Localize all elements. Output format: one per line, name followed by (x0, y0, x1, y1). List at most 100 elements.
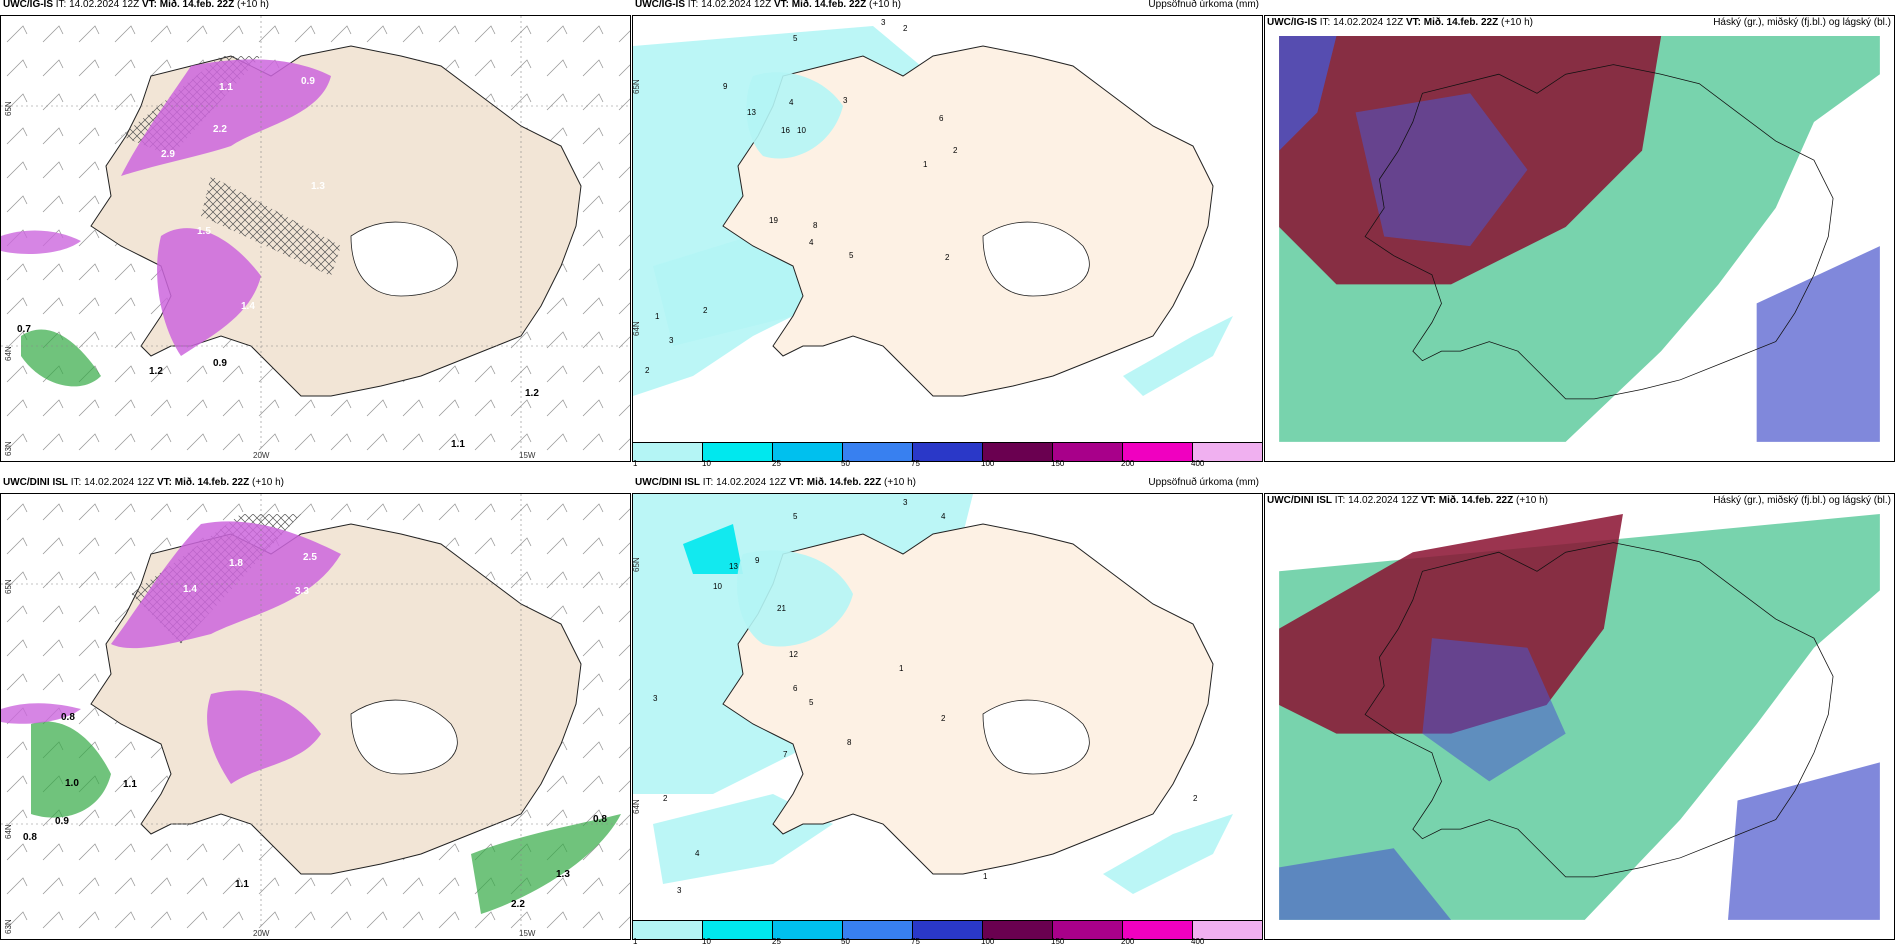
precip-value: 1.1 (219, 82, 233, 93)
colorbar-tick: 400 (1191, 937, 1205, 946)
lon-label: 15W (519, 451, 536, 460)
precip-value: 8 (813, 221, 818, 230)
colorbar-swatch (773, 443, 843, 461)
colorbar-tick: 150 (1051, 937, 1065, 946)
precip-value: 13 (729, 562, 738, 571)
cloud-cover-map (1279, 36, 1880, 442)
lat-label: 63N (4, 919, 13, 934)
precip-value: 9 (723, 82, 728, 91)
colorbar-tick: 25 (772, 937, 781, 946)
precip-value: 10 (797, 126, 806, 135)
precip-value: 1 (899, 664, 904, 673)
precip-value: 3 (903, 498, 908, 507)
lat-label: 64N (632, 799, 641, 814)
colorbar-swatch (913, 443, 983, 461)
precip-value: 0.9 (213, 358, 227, 369)
precip-value: 0.9 (55, 816, 69, 827)
precip-value: 1 (923, 160, 928, 169)
precip-value: 3 (653, 694, 658, 703)
panel-row2-wind: UWC/DINI ISL IT: 14.02.2024 12Z VT: Mið.… (0, 477, 631, 940)
colorbar-tick: 200 (1121, 459, 1135, 468)
precip-value: 0.8 (23, 832, 37, 843)
colorbar-swatch (843, 921, 913, 939)
colorbar-tick: 50 (841, 937, 850, 946)
colorbar-swatch (843, 443, 913, 461)
precip-value: 4 (789, 98, 794, 107)
lon-label: 15W (519, 929, 536, 938)
precip-value: 5 (793, 34, 798, 43)
iceland-land (722, 523, 1214, 875)
precip-value: 1.4 (183, 584, 197, 595)
panel-row1-clouds: UWC/IG-IS IT: 14.02.2024 12Z VT: Mið. 14… (1264, 15, 1895, 462)
colorbar-swatch (703, 443, 773, 461)
colorbar-tick: 100 (981, 937, 995, 946)
precip-value: 2 (663, 794, 668, 803)
colorbar-tick: 1 (633, 459, 638, 468)
precip-value: 3.3 (295, 586, 309, 597)
precip-value: 2 (903, 24, 908, 33)
precip-value: 4 (695, 849, 700, 858)
panel-row2-precip: UWC/DINI ISL IT: 14.02.2024 12Z VT: Mið.… (632, 477, 1263, 940)
precip-value: 0.7 (17, 324, 31, 335)
precip-value: 3 (677, 886, 682, 895)
lat-label: 64N (632, 321, 641, 336)
lon-label: 20W (253, 929, 270, 938)
panel-row1-precip: UWC/IG-IS IT: 14.02.2024 12Z VT: Mið. 14… (632, 0, 1263, 462)
wind-precip-map (1, 494, 630, 939)
precip-value: 0.9 (301, 76, 315, 87)
colorbar-tick: 25 (772, 459, 781, 468)
colorbar-tick: 75 (911, 459, 920, 468)
precip-value: 2 (703, 306, 708, 315)
lat-label: 64N (4, 824, 13, 839)
precip-value: 1 (983, 872, 988, 881)
colorbar-swatch (1193, 443, 1262, 461)
precip-value: 3 (881, 18, 886, 27)
colorbar-swatch (1193, 921, 1262, 939)
precip-value: 1.8 (229, 558, 243, 569)
panel-header: UWC/IG-IS IT: 14.02.2024 12Z VT: Mið. 14… (3, 0, 269, 10)
wind-precip-map (1, 16, 630, 461)
precip-value: 5 (793, 512, 798, 521)
iceland-land (722, 45, 1214, 397)
colorbar-swatch (703, 921, 773, 939)
colorbar-tick: 75 (911, 937, 920, 946)
lat-label: 65N (4, 579, 13, 594)
precip-title: Uppsöfnuð úrkoma (mm) (1148, 477, 1259, 488)
lat-label: 65N (4, 101, 13, 116)
colorbar-swatch (1053, 921, 1123, 939)
precip-value: 13 (747, 108, 756, 117)
precip-value: 2 (1193, 794, 1198, 803)
lat-label: 65N (632, 79, 641, 94)
lat-label: 65N (632, 557, 641, 572)
precip-value: 1.5 (197, 226, 211, 237)
precip-value: 2 (645, 366, 650, 375)
precip-value: 2.2 (511, 899, 525, 910)
precip-colorbar (633, 442, 1262, 461)
precip-value: 2 (945, 253, 950, 262)
colorbar-swatch (1123, 443, 1193, 461)
precip-value: 5 (849, 251, 854, 260)
precip-value: 1.0 (65, 778, 79, 789)
colorbar-swatch (1123, 921, 1193, 939)
colorbar-tick: 10 (702, 937, 711, 946)
colorbar-ticks: 1 10 25 50 75 100 150 200 400 (632, 459, 1261, 471)
precip-value: 1.3 (556, 869, 570, 880)
precip-value: 1.1 (235, 879, 249, 890)
panel-row1-wind: UWC/IG-IS IT: 14.02.2024 12Z VT: Mið. 14… (0, 0, 631, 462)
precip-value: 7 (783, 750, 788, 759)
colorbar-tick: 10 (702, 459, 711, 468)
precip-value: 0.8 (593, 814, 607, 825)
precip-value: 2 (953, 146, 958, 155)
precip-value: 3 (669, 336, 674, 345)
precip-value: 1.1 (451, 439, 465, 450)
precip-value: 1.4 (241, 301, 255, 312)
precip-value: 10 (713, 582, 722, 591)
colorbar-swatch (633, 443, 703, 461)
precip-title: Uppsöfnuð úrkoma (mm) (1148, 0, 1259, 10)
lat-label: 64N (4, 346, 13, 361)
precip-value: 1.2 (149, 366, 163, 377)
colorbar-swatch (983, 921, 1053, 939)
colorbar-swatch (773, 921, 843, 939)
colorbar-swatch (983, 443, 1053, 461)
precip-value: 9 (755, 556, 760, 565)
